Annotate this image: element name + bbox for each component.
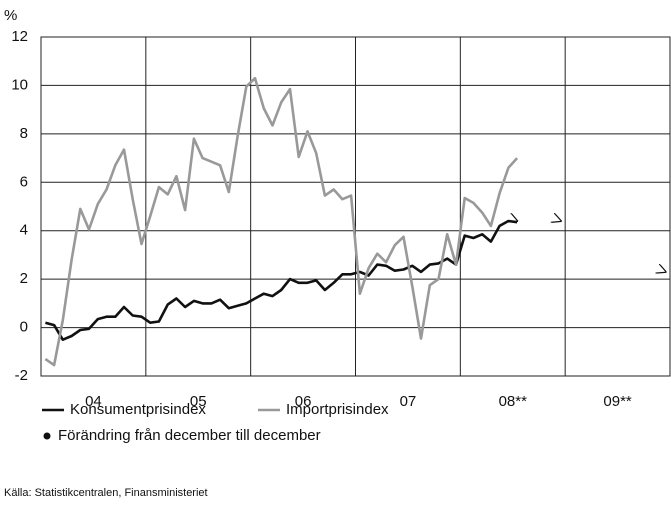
y-tick-label: 2 [20, 270, 28, 287]
y-axis-label: % [4, 7, 17, 24]
legend-label: Importprisindex [286, 401, 389, 418]
x-tick-label: 09** [603, 393, 632, 410]
x-tick-label: 06 [295, 393, 312, 410]
y-tick-label: 6 [20, 173, 28, 190]
x-tick-label: 05 [190, 393, 207, 410]
x-tick-label: 08** [499, 393, 528, 410]
x-tick-label: 04 [85, 393, 102, 410]
y-tick-label: 12 [11, 28, 28, 45]
legend-label: Konsumentprisindex [70, 401, 206, 418]
y-tick-label: 10 [11, 76, 28, 93]
y-tick-label: 8 [20, 125, 28, 142]
y-tick-label: 0 [20, 319, 28, 336]
plot-frame [40, 36, 671, 377]
series-line [45, 219, 518, 341]
y-tick-label: 4 [20, 222, 28, 239]
x-tick-label: 07 [400, 393, 417, 410]
y-tick-label: -2 [15, 367, 28, 384]
legend-label: Förändring från december till december [58, 427, 321, 444]
source: Källa: Statistikcentralen, Finansministe… [4, 487, 208, 499]
legend-symbol [43, 432, 51, 440]
series-line [44, 76, 519, 367]
